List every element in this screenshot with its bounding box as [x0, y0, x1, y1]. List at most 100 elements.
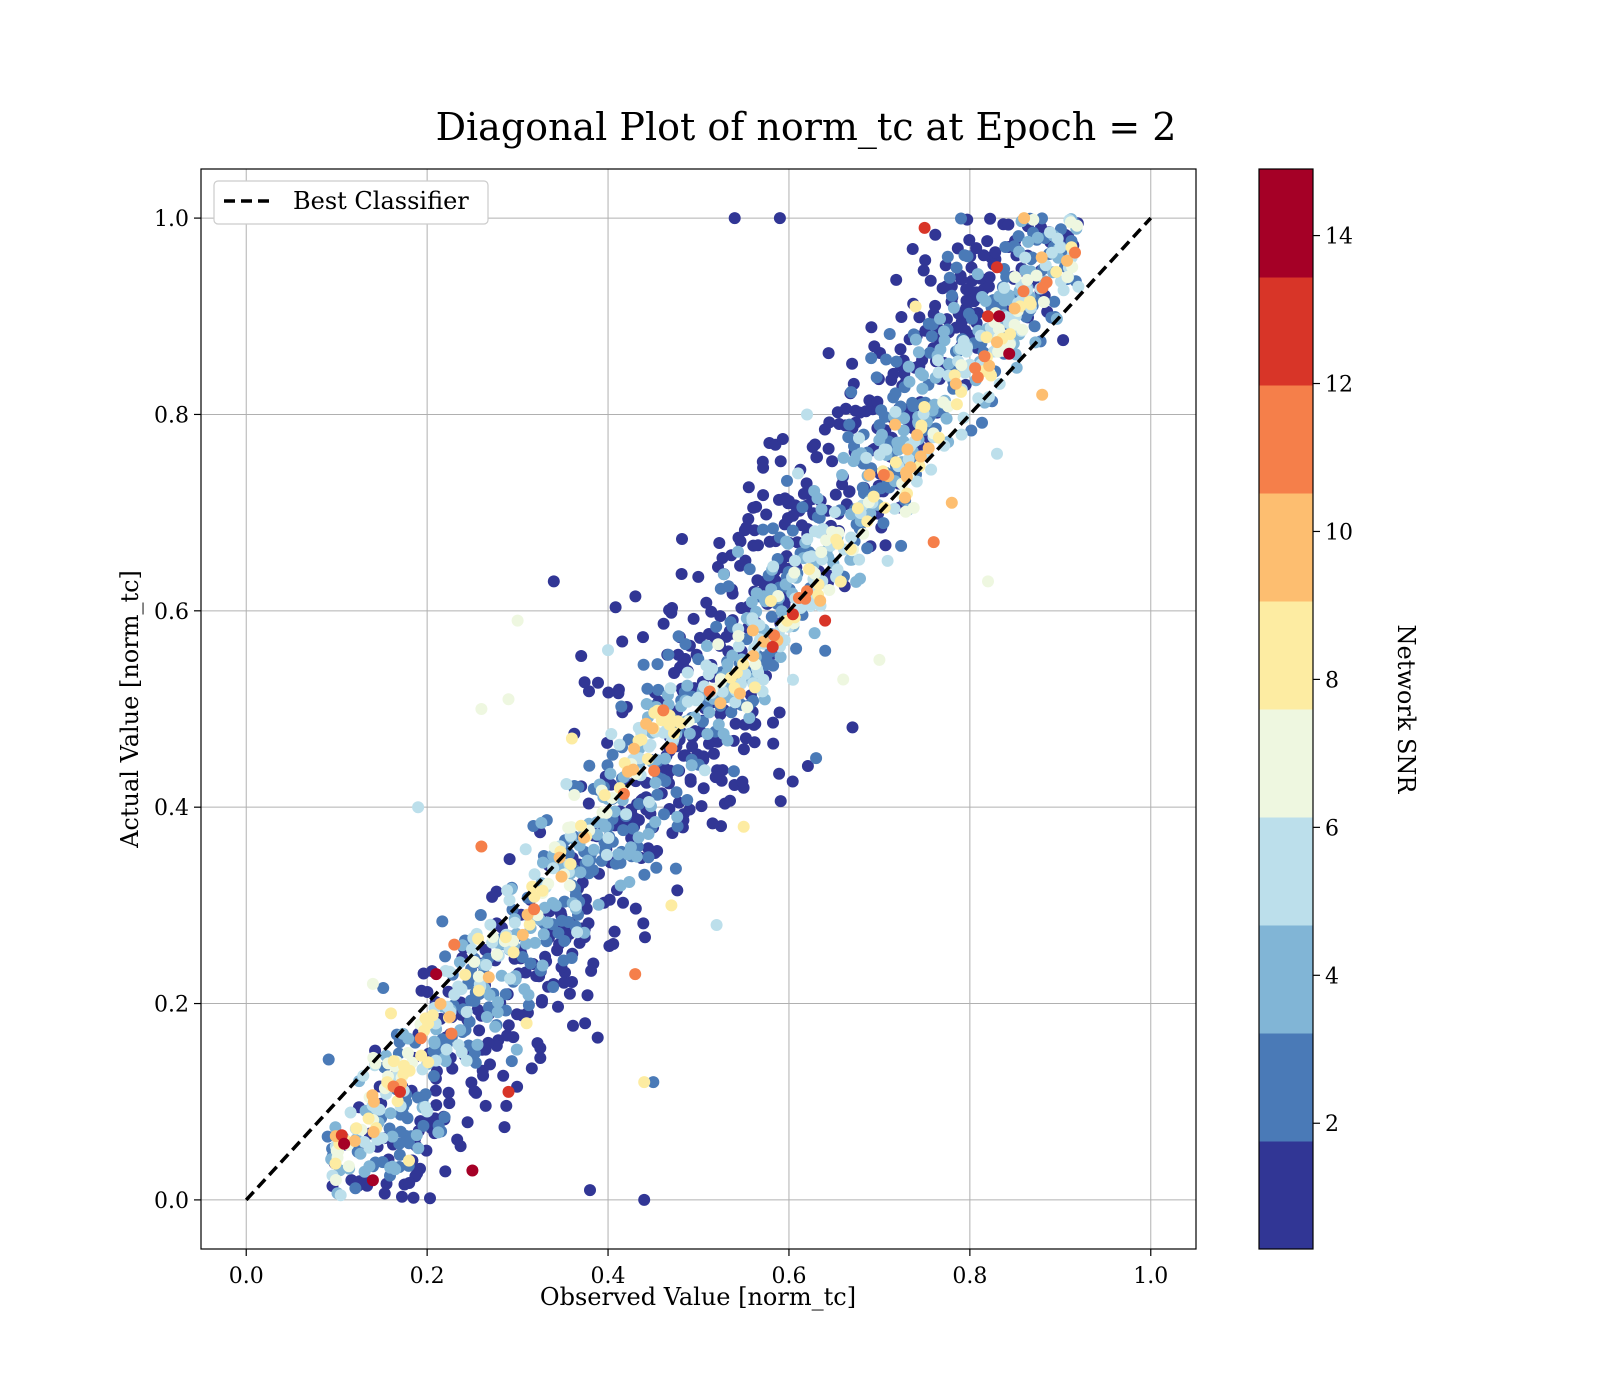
scatter-point: [585, 964, 598, 977]
scatter-point: [403, 1177, 416, 1189]
scatter-point: [643, 796, 655, 808]
scatter-point: [889, 456, 902, 469]
scatter-point: [734, 535, 747, 548]
scatter-point: [439, 1055, 452, 1068]
scatter-point: [429, 1084, 442, 1097]
scatter-point: [788, 566, 801, 579]
scatter-point: [865, 321, 878, 334]
y-tick-label: 0.0: [154, 1189, 189, 1214]
scatter-point: [461, 1116, 474, 1129]
scatter-point: [651, 658, 664, 671]
scatter-point: [796, 501, 809, 514]
scatter-point: [780, 535, 793, 548]
scatter-point: [394, 1085, 406, 1098]
scatter-point: [847, 455, 860, 468]
scatter-point: [367, 1095, 380, 1108]
scatter-point: [386, 1130, 399, 1143]
scatter-point: [982, 280, 995, 293]
scatter-point: [519, 843, 532, 856]
scatter-point: [563, 879, 576, 892]
scatter-point: [453, 956, 466, 969]
scatter-point: [578, 676, 591, 689]
scatter-point: [555, 870, 568, 883]
scatter-point: [1064, 216, 1077, 229]
scatter-point: [715, 675, 727, 688]
scatter-point: [665, 742, 678, 755]
scatter-point: [906, 396, 919, 409]
scatter-point: [716, 685, 729, 698]
scatter-point: [713, 537, 726, 549]
x-axis-ticks: 0.0 0.2 0.4 0.6 0.8 1.0: [229, 1249, 1168, 1289]
scatter-point: [626, 822, 639, 835]
scatter-point: [367, 1126, 380, 1138]
scatter-point: [1008, 318, 1021, 331]
scatter-point: [1010, 361, 1023, 374]
scatter-point: [602, 686, 615, 699]
scatter-point: [535, 816, 548, 829]
scatter-point: [729, 696, 742, 709]
scatter-point: [811, 451, 823, 464]
legend-box: [213, 180, 489, 225]
scatter-point: [581, 854, 594, 867]
scatter-point: [637, 658, 650, 671]
scatter-point: [873, 653, 886, 666]
scatter-point: [568, 789, 581, 801]
scatter-point: [685, 759, 698, 772]
scatter-point: [474, 909, 487, 921]
scatter-point: [396, 1190, 408, 1203]
scatter-point: [342, 1160, 355, 1173]
colorbar-frame: [1258, 168, 1314, 1250]
scatter-point: [536, 884, 549, 897]
scatter-point: [854, 572, 866, 585]
scatter-point: [856, 481, 869, 494]
scatter-point: [860, 451, 873, 464]
scatter-point: [955, 212, 967, 225]
scatter-point: [498, 1121, 511, 1134]
scatter-point: [918, 221, 931, 234]
scatter-point: [460, 1006, 473, 1018]
scatter-point: [874, 482, 887, 495]
scatter-point: [402, 1032, 415, 1045]
scatter-point: [603, 893, 616, 906]
scatter-point: [491, 1006, 504, 1019]
scatter-point: [662, 648, 675, 661]
scatter-point: [366, 977, 379, 990]
scatter-point: [1008, 302, 1021, 315]
scatter-point: [547, 981, 560, 993]
scatter-point: [998, 293, 1011, 306]
scatter-point: [411, 1167, 424, 1180]
scatter-point: [1019, 251, 1032, 264]
scatter-point: [580, 902, 593, 915]
scatter-point: [407, 1191, 420, 1204]
scatter-point: [501, 884, 514, 897]
scatter-point: [706, 662, 719, 675]
scatter-point: [421, 1105, 434, 1118]
colorbar-bin: [1259, 493, 1313, 602]
scatter-point: [726, 649, 739, 662]
scatter-point: [790, 642, 803, 655]
scatter-point: [663, 718, 676, 731]
scatter-point: [955, 273, 968, 286]
scatter-point: [857, 527, 870, 540]
scatter-point: [612, 683, 625, 696]
scatter-point: [925, 330, 938, 343]
scatter-point: [1031, 231, 1044, 244]
scatter-point: [752, 539, 764, 552]
y-axis-ticks: 0.0 0.2 0.4 0.6 0.8 1.0: [154, 207, 201, 1214]
scatter-point: [605, 728, 618, 740]
scatter-point: [757, 489, 770, 502]
scatter-point: [991, 261, 1003, 274]
scatter-point: [642, 851, 655, 864]
scatter-point: [637, 917, 650, 930]
scatter-point: [629, 812, 642, 825]
y-tick-label: 0.6: [154, 600, 189, 625]
scatter-point: [516, 928, 529, 941]
scatter-point: [801, 408, 813, 421]
scatter-point: [1030, 269, 1043, 282]
scatter-point: [436, 915, 449, 928]
scatter-point: [814, 594, 827, 607]
y-tick-label: 1.0: [154, 207, 189, 232]
scatter-point: [629, 902, 642, 915]
scatter-point: [511, 1080, 524, 1093]
scatter-point: [647, 1076, 660, 1089]
